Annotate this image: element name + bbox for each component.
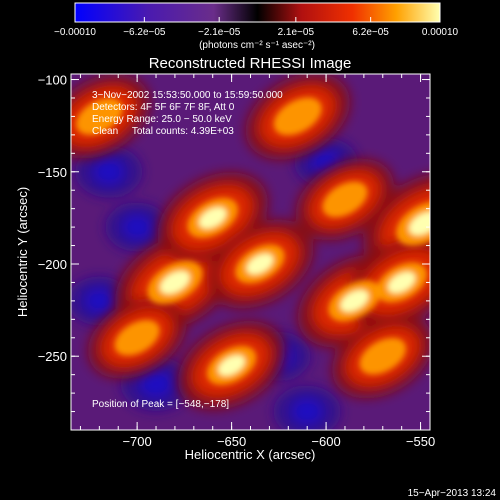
heatmap-source-peak — [246, 253, 274, 275]
peak-position-label: Position of Peak = [−548,−178] — [92, 399, 229, 410]
y-axis-ticks — [71, 79, 430, 431]
heatmap-source-core — [322, 181, 368, 218]
x-tick-label: −650 — [217, 434, 246, 449]
heatmap-dark-core — [122, 214, 152, 240]
colorbar — [74, 2, 441, 23]
y-tick-label: −250 — [38, 349, 67, 364]
heatmap-dark-core — [93, 158, 125, 185]
heatmap-source-peak — [198, 207, 227, 229]
colorbar-units: (photons cm⁻² s⁻¹ asec⁻²) — [199, 40, 315, 51]
colorbar-tick-label: 2.1e−05 — [278, 27, 315, 38]
colorbar-tick-label: −2.1e−05 — [198, 27, 241, 38]
heatmap-source-core — [114, 320, 160, 356]
heatmap-source-core — [359, 337, 407, 375]
y-tick-label: −200 — [38, 257, 67, 272]
annotation-line: Detectors: 4F 5F 6F 7F 8F, Att 0 — [92, 102, 235, 113]
annotation-line: 3−Nov−2002 15:53:50.000 to 15:59:50.000 — [92, 90, 283, 101]
chart-title: Reconstructed RHESSI Image — [149, 55, 352, 72]
heatmap-image — [71, 74, 430, 430]
heatmap-source-peak — [340, 289, 369, 312]
footer-timestamp: 15−Apr−2013 13:24 — [408, 488, 497, 499]
colorbar-tick-label: −0.00010 — [54, 27, 96, 38]
x-axis-label: Heliocentric X (arcsec) — [185, 447, 316, 462]
annotation-line: Clean Total counts: 4.39E+03 — [92, 126, 234, 137]
heatmap-source-core — [273, 97, 322, 136]
x-axis-tick-labels: −700 −650 −600 −550 — [122, 434, 435, 449]
colorbar-tick-label: 6.2e−05 — [352, 27, 389, 38]
colorbar-tick-labels: −0.00010 −6.2e−05 −2.1e−05 2.1e−05 6.2e−05 0.… — [54, 27, 459, 38]
x-tick-label: −550 — [406, 434, 435, 449]
heatmap-source-peak — [160, 270, 190, 294]
y-axis-tick-labels: −100 −150 −200 −250 — [38, 73, 67, 365]
y-tick-label: −100 — [38, 73, 67, 88]
heatmap-source-peak — [409, 211, 430, 236]
colorbar-tick-label: −6.2e−05 — [123, 27, 166, 38]
x-axis-ticks — [79, 74, 422, 430]
heatmap-source-peak — [218, 355, 245, 376]
x-tick-label: −600 — [311, 434, 340, 449]
heatmap-source-peak — [387, 271, 416, 294]
y-tick-label: −150 — [38, 165, 67, 180]
annotation-block: 3−Nov−2002 15:53:50.000 to 15:59:50.000 … — [92, 90, 283, 137]
heatmap-dark-core — [84, 288, 114, 314]
heatmap-dark-core — [291, 398, 323, 425]
colorbar-tick-label: 0.00010 — [422, 27, 459, 38]
heatmap-dark-core — [139, 370, 173, 398]
annotation-line: Energy Range: 25.0 − 50.0 keV — [92, 114, 232, 125]
x-tick-label: −700 — [122, 434, 151, 449]
colorbar-ticks — [74, 17, 441, 22]
heatmap-source-core — [76, 98, 123, 135]
y-axis-label: Heliocentric Y (arcsec) — [15, 187, 30, 317]
